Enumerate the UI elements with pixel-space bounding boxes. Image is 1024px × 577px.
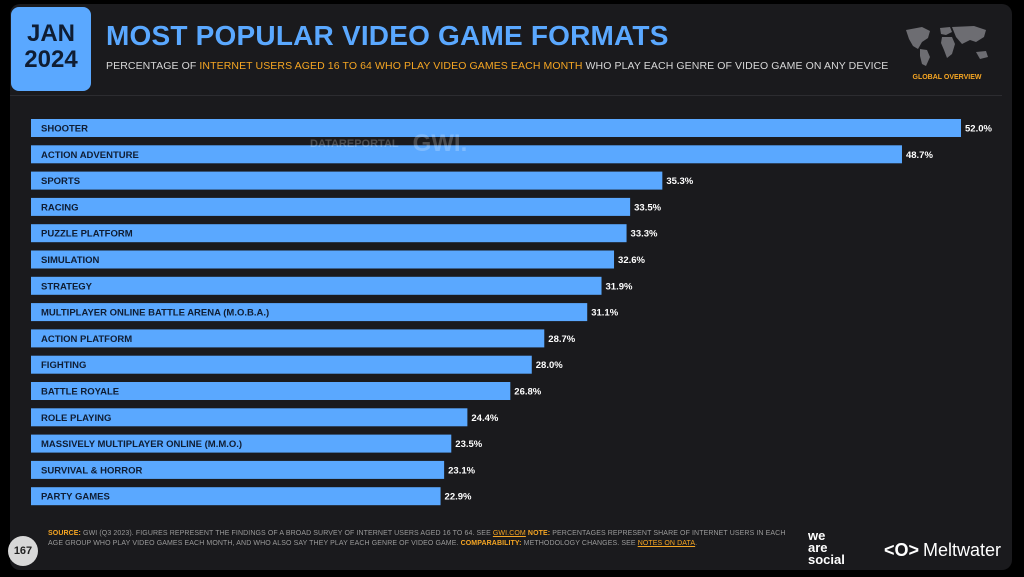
bar-11 bbox=[31, 382, 511, 400]
meltwater-wordmark: Meltwater bbox=[923, 540, 1002, 560]
value-label-1: 52.0% bbox=[965, 124, 992, 135]
value-label-8: 31.1% bbox=[591, 308, 618, 319]
date-badge: JAN 2024 bbox=[11, 7, 91, 91]
category-label-3: SPORTS bbox=[41, 176, 80, 187]
bar-3 bbox=[31, 171, 663, 190]
meltwater-logo: <O> Meltwater bbox=[884, 540, 1001, 561]
bar-10 bbox=[31, 355, 532, 374]
subtitle-highlight: INTERNET USERS AGED 16 TO 64 WHO PLAY VI… bbox=[199, 60, 583, 72]
subtitle-post: WHO PLAY EACH GENRE OF VIDEO GAME ON ANY… bbox=[582, 60, 889, 72]
value-label-3: 35.3% bbox=[666, 176, 693, 187]
category-label-4: RACING bbox=[41, 202, 78, 213]
value-label-13: 23.5% bbox=[455, 439, 482, 450]
value-label-2: 48.7% bbox=[906, 150, 933, 161]
subtitle-pre: PERCENTAGE OF bbox=[106, 60, 200, 72]
bar-6 bbox=[31, 250, 615, 269]
source-text: GWI (Q3 2023). FIGURES REPRESENT THE FIN… bbox=[80, 530, 493, 537]
date-year: 2024 bbox=[24, 46, 78, 73]
bar-7 bbox=[31, 276, 602, 295]
category-label-14: SURVIVAL & HORROR bbox=[41, 465, 142, 476]
note-label: NOTE: bbox=[525, 530, 551, 537]
value-label-11: 26.8% bbox=[514, 387, 541, 398]
category-label-9: ACTION PLATFORM bbox=[41, 334, 132, 345]
category-label-15: PARTY GAMES bbox=[41, 492, 110, 503]
category-label-12: ROLE PLAYING bbox=[41, 413, 111, 424]
value-label-4: 33.5% bbox=[634, 202, 661, 213]
value-label-15: 22.9% bbox=[445, 492, 472, 503]
source-label: SOURCE: bbox=[48, 530, 81, 537]
bar-4 bbox=[31, 197, 631, 216]
category-label-10: FIGHTING bbox=[41, 360, 86, 371]
bar-13 bbox=[31, 434, 452, 453]
comparability-text: METHODOLOGY CHANGES. SEE bbox=[521, 540, 638, 547]
category-label-7: STRATEGY bbox=[41, 281, 93, 292]
bar-1 bbox=[31, 119, 961, 137]
bar-5 bbox=[31, 224, 627, 243]
bar-12 bbox=[31, 408, 468, 427]
bar-15 bbox=[31, 487, 441, 506]
page-number: 167 bbox=[8, 536, 38, 566]
page-subtitle: PERCENTAGE OF INTERNET USERS AGED 16 TO … bbox=[106, 60, 888, 72]
meltwater-icon: <O> bbox=[884, 540, 920, 560]
bar-8 bbox=[31, 303, 588, 322]
watermark-datareportal: DATAREPORTAL bbox=[310, 138, 399, 150]
watermark: DATAREPORTAL GWI. bbox=[310, 130, 467, 158]
category-label-6: SIMULATION bbox=[41, 255, 100, 266]
value-label-6: 32.6% bbox=[618, 255, 645, 266]
world-map-icon bbox=[906, 26, 988, 66]
value-label-14: 23.1% bbox=[448, 465, 475, 476]
value-label-10: 28.0% bbox=[536, 360, 563, 371]
category-label-1: SHOOTER bbox=[41, 124, 88, 135]
bar-2 bbox=[31, 145, 902, 164]
category-label-5: PUZZLE PLATFORM bbox=[41, 229, 133, 240]
category-label-11: BATTLE ROYALE bbox=[41, 387, 119, 398]
value-label-7: 31.9% bbox=[606, 281, 633, 292]
value-label-12: 24.4% bbox=[471, 413, 498, 424]
notes-on-data-link[interactable]: NOTES ON DATA bbox=[637, 540, 696, 547]
we-are-social-logo: we are social bbox=[808, 528, 868, 567]
category-label-13: MASSIVELY MULTIPLAYER ONLINE (M.M.O.) bbox=[41, 439, 242, 450]
source-link[interactable]: GWI.COM bbox=[492, 530, 526, 537]
notes-end: . bbox=[695, 540, 698, 547]
bar-14 bbox=[31, 460, 445, 479]
value-label-5: 33.3% bbox=[631, 229, 658, 240]
map-label: GLOBAL OVERVIEW bbox=[912, 74, 982, 81]
footer-notes: SOURCE: GWI (Q3 2023). FIGURES REPRESENT… bbox=[48, 529, 798, 549]
header-divider bbox=[10, 95, 1002, 96]
watermark-gwi: GWI. bbox=[412, 130, 468, 157]
brand-we: we bbox=[808, 528, 826, 543]
bar-9 bbox=[31, 329, 545, 348]
note-text: PERCENTAGES REPRESENT SHARE OF INTERNET … bbox=[48, 530, 786, 547]
comparability-label: COMPARABILITY: bbox=[458, 540, 522, 547]
page-title: MOST POPULAR VIDEO GAME FORMATS bbox=[106, 20, 669, 51]
category-label-8: MULTIPLAYER ONLINE BATTLE ARENA (M.O.B.A… bbox=[41, 308, 269, 319]
brand-are: are bbox=[808, 540, 828, 555]
date-month: JAN bbox=[26, 20, 75, 47]
brand-social: social bbox=[808, 552, 845, 567]
value-label-9: 28.7% bbox=[548, 334, 575, 345]
category-label-2: ACTION ADVENTURE bbox=[41, 150, 139, 161]
